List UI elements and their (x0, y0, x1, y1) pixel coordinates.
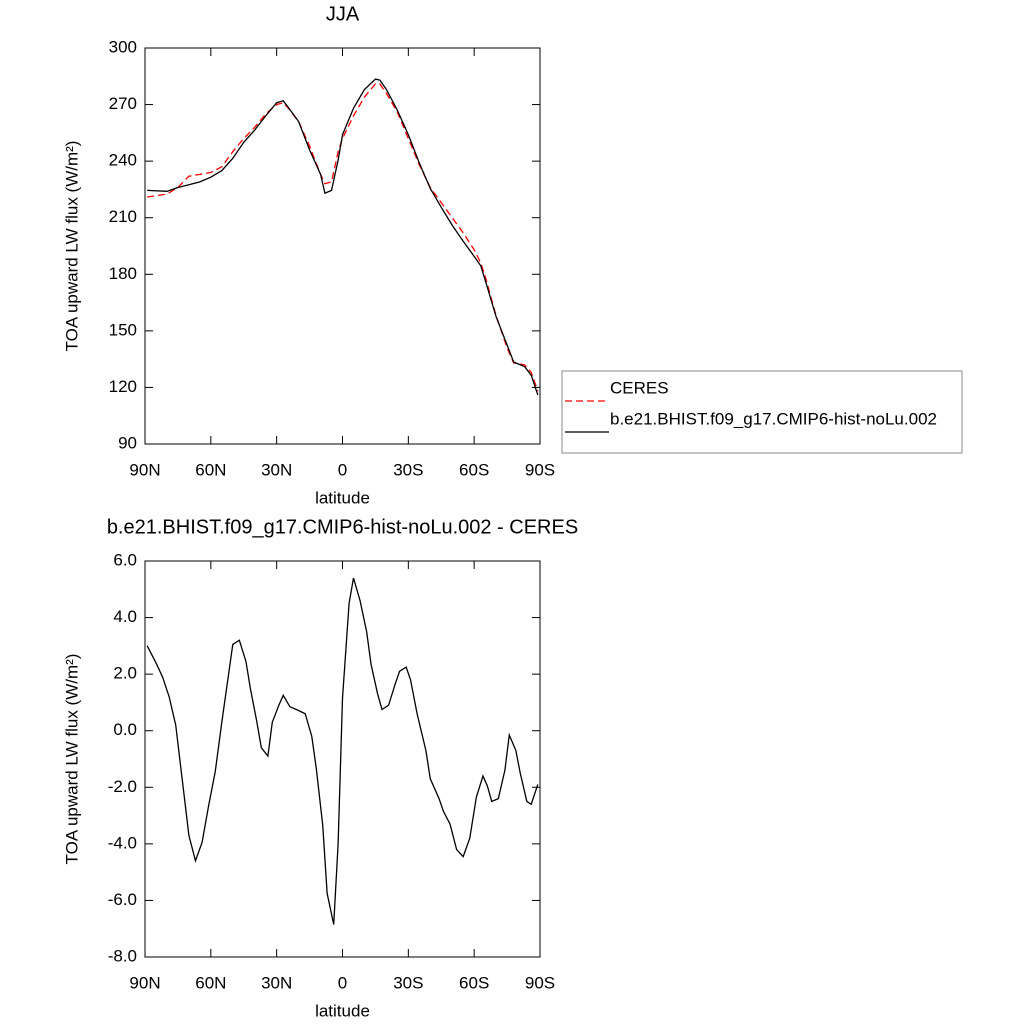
x-tick-label: 60N (195, 973, 226, 992)
y-tick-label: 2.0 (113, 664, 137, 683)
plot-frame (144, 560, 541, 958)
y-tick-label: 210 (109, 207, 137, 226)
data-line (147, 78, 539, 396)
x-tick-label: 60N (195, 460, 226, 479)
data-line (146, 577, 539, 925)
x-axis-label: latitude (315, 1001, 370, 1020)
y-tick-label: 240 (109, 151, 137, 170)
x-tick-label: 30N (261, 973, 292, 992)
y-axis-label: TOA upward LW flux (W/m²) (62, 141, 81, 352)
y-tick-label: -6.0 (108, 890, 137, 909)
chart-title: b.e21.BHIST.f09_g17.CMIP6-hist-noLu.002 … (107, 516, 578, 538)
x-tick-label: 90S (525, 973, 555, 992)
legend-box (561, 370, 963, 454)
x-tick-label: 0 (338, 460, 347, 479)
legend-label: CERES (610, 378, 669, 397)
y-tick-label: -8.0 (108, 946, 137, 965)
data-line (147, 83, 539, 392)
x-axis-label: latitude (315, 488, 370, 507)
y-tick-label: 90 (118, 433, 137, 452)
y-tick-label: 270 (109, 94, 137, 113)
x-tick-label: 90N (129, 973, 160, 992)
y-tick-label: 4.0 (113, 607, 137, 626)
x-tick-label: 60S (459, 460, 489, 479)
y-axis-label: TOA upward LW flux (W/m²) (62, 654, 81, 865)
y-tick-label: -4.0 (108, 833, 137, 852)
chart-title: JJA (326, 3, 360, 25)
y-tick-label: 0.0 (113, 720, 137, 739)
x-tick-label: 0 (338, 973, 347, 992)
y-tick-label: 180 (109, 264, 137, 283)
y-tick-label: 6.0 (113, 550, 137, 569)
x-tick-label: 30S (393, 460, 423, 479)
legend-label: b.e21.BHIST.f09_g17.CMIP6-hist-noLu.002 (610, 409, 937, 428)
x-tick-label: 90N (129, 460, 160, 479)
y-tick-label: -2.0 (108, 777, 137, 796)
x-tick-label: 90S (525, 460, 555, 479)
x-tick-label: 30S (393, 973, 423, 992)
x-tick-label: 30N (261, 460, 292, 479)
y-tick-label: 150 (109, 320, 137, 339)
y-tick-label: 300 (109, 37, 137, 56)
x-tick-label: 60S (459, 973, 489, 992)
y-tick-label: 120 (109, 377, 137, 396)
plot-frame (144, 47, 541, 445)
